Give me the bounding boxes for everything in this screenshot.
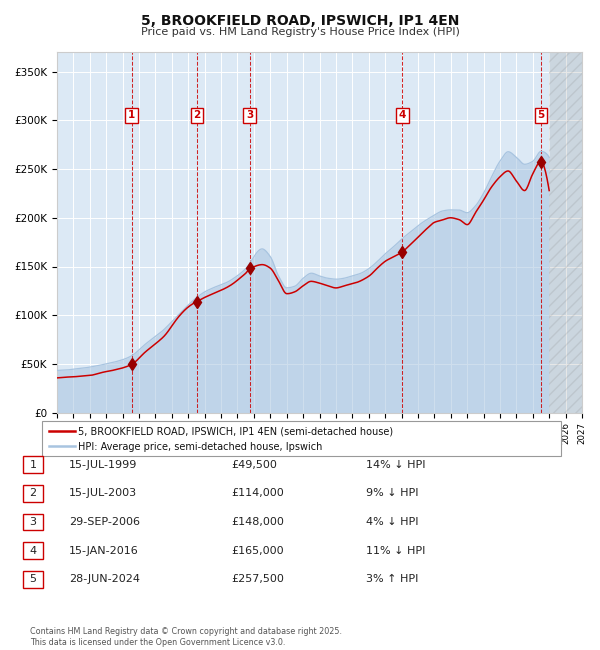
Text: 29-SEP-2006: 29-SEP-2006 [69, 517, 140, 527]
Text: 3: 3 [246, 111, 253, 120]
Text: 11% ↓ HPI: 11% ↓ HPI [366, 545, 425, 556]
Text: 5: 5 [537, 111, 544, 120]
Text: 2: 2 [194, 111, 201, 120]
Text: 4: 4 [398, 111, 406, 120]
Text: £257,500: £257,500 [231, 574, 284, 584]
Text: 1: 1 [29, 460, 37, 470]
Bar [549, 52, 582, 413]
Text: 5, BROOKFIELD ROAD, IPSWICH, IP1 4EN (semi-detached house): 5, BROOKFIELD ROAD, IPSWICH, IP1 4EN (se… [78, 426, 393, 436]
Text: £49,500: £49,500 [231, 460, 277, 470]
Text: £114,000: £114,000 [231, 488, 284, 499]
Text: 15-JUL-1999: 15-JUL-1999 [69, 460, 137, 470]
Text: 15-JUL-2003: 15-JUL-2003 [69, 488, 137, 499]
Text: 1: 1 [128, 111, 135, 120]
Text: 4% ↓ HPI: 4% ↓ HPI [366, 517, 419, 527]
Text: HPI: Average price, semi-detached house, Ipswich: HPI: Average price, semi-detached house,… [78, 442, 322, 452]
Text: 4: 4 [29, 545, 37, 556]
Text: 14% ↓ HPI: 14% ↓ HPI [366, 460, 425, 470]
Text: 2: 2 [29, 488, 37, 499]
Text: £165,000: £165,000 [231, 545, 284, 556]
Text: Contains HM Land Registry data © Crown copyright and database right 2025.
This d: Contains HM Land Registry data © Crown c… [30, 627, 342, 647]
Text: 3% ↑ HPI: 3% ↑ HPI [366, 574, 418, 584]
Text: 9% ↓ HPI: 9% ↓ HPI [366, 488, 419, 499]
Text: 28-JUN-2024: 28-JUN-2024 [69, 574, 140, 584]
Text: £148,000: £148,000 [231, 517, 284, 527]
Text: Price paid vs. HM Land Registry's House Price Index (HPI): Price paid vs. HM Land Registry's House … [140, 27, 460, 37]
Text: 15-JAN-2016: 15-JAN-2016 [69, 545, 139, 556]
Text: 5: 5 [29, 574, 37, 584]
Text: 5, BROOKFIELD ROAD, IPSWICH, IP1 4EN: 5, BROOKFIELD ROAD, IPSWICH, IP1 4EN [141, 14, 459, 29]
Text: 3: 3 [29, 517, 37, 527]
